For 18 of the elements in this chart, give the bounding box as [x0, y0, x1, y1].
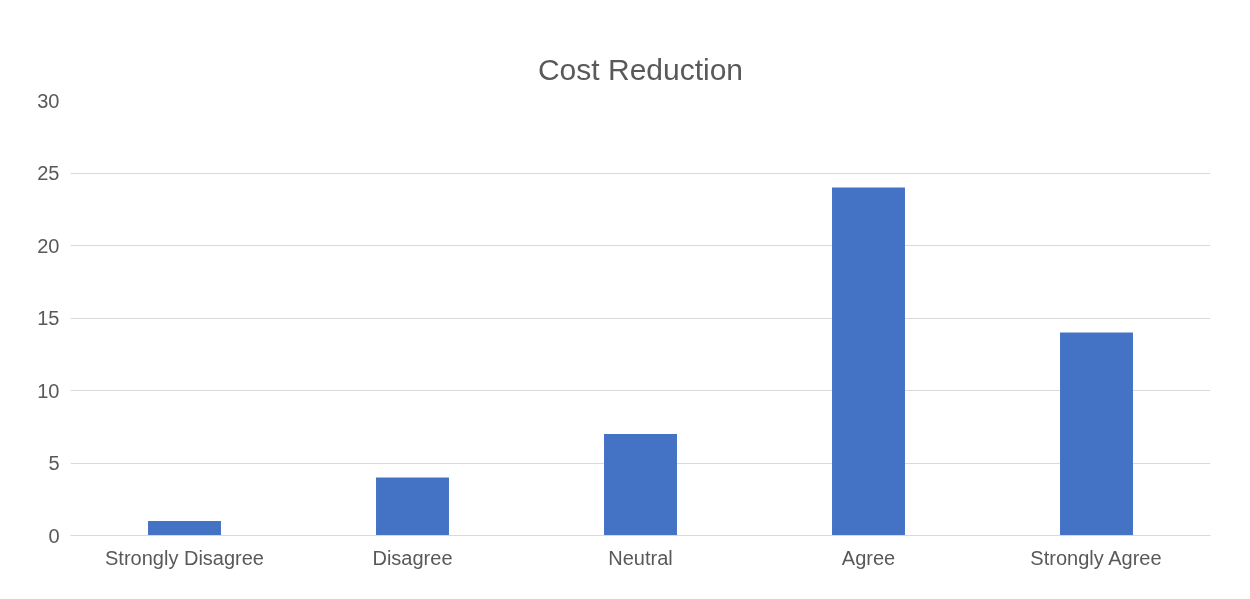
bar	[832, 187, 905, 536]
bar	[376, 477, 449, 536]
y-tick-label: 10	[37, 379, 60, 402]
x-tick-label: Agree	[841, 546, 896, 569]
x-tick-label: Disagree	[372, 546, 453, 569]
y-tick-label: 30	[37, 89, 60, 112]
chart-title: Cost Reduction	[537, 52, 744, 86]
y-tick-label: 25	[37, 162, 60, 184]
bar	[604, 434, 677, 536]
x-tick-label: Strongly Agree	[1030, 546, 1162, 569]
bar	[1060, 332, 1133, 536]
x-tick-label: Strongly Disagree	[105, 546, 264, 569]
x-tick-label: Neutral	[608, 546, 673, 569]
y-tick-label: 5	[48, 452, 60, 474]
y-tick-label: 20	[37, 234, 60, 257]
bar	[148, 521, 221, 536]
y-tick-label: 0	[48, 524, 60, 547]
y-tick-label: 15	[37, 307, 60, 329]
